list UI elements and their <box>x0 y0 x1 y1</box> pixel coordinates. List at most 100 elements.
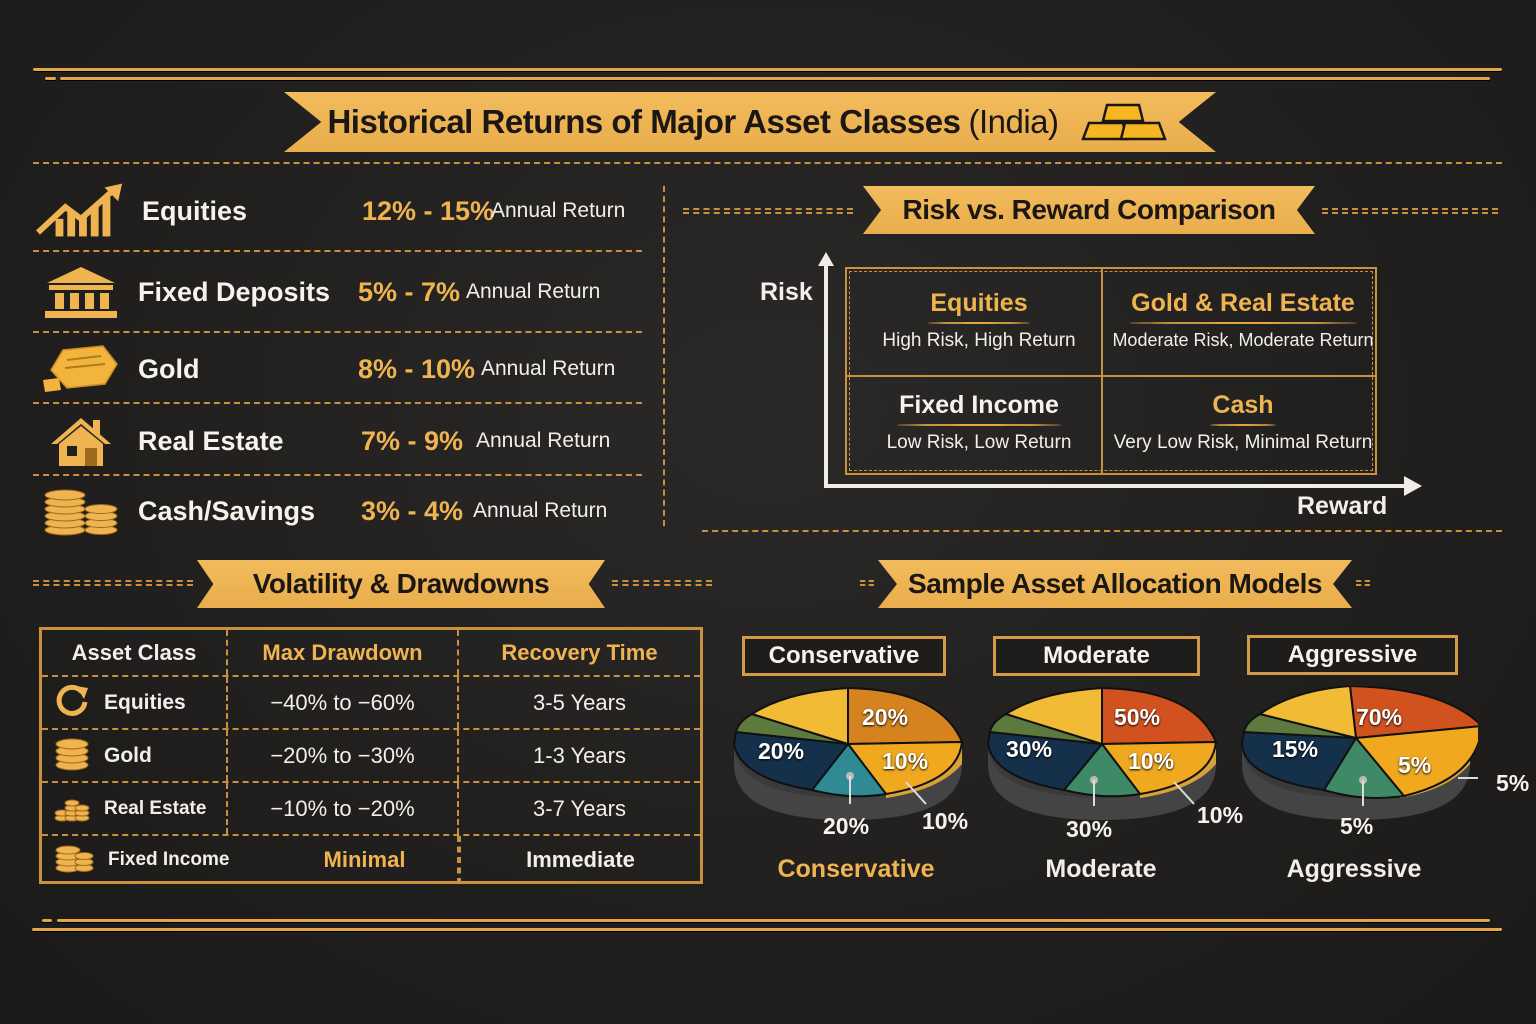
chart-up-icon <box>36 183 126 239</box>
asset-name: Real Estate <box>104 797 207 819</box>
return-row-real-estate: Real Estate 7% - 9% Annual Return <box>36 406 642 476</box>
return-range: 3% - 4% <box>361 495 464 526</box>
ribbon-deco-left <box>860 580 874 586</box>
asset-cell: Equities <box>42 677 228 728</box>
asset-name: Fixed Income <box>108 849 230 870</box>
recovery-cell: Immediate <box>459 836 700 884</box>
gold-bar-icon <box>36 341 126 397</box>
column-divider <box>663 186 665 526</box>
table-row: Fixed Income Minimal Immediate <box>42 836 700 884</box>
bottom-border-line-2 <box>32 928 1502 931</box>
bottom-border-dash <box>42 919 52 922</box>
top-border-dash <box>45 77 56 80</box>
return-range: 5% - 7% <box>358 276 461 307</box>
return-asset-name: Cash/Savings <box>138 495 316 526</box>
risk-reward-banner: Risk vs. Reward Comparison <box>863 186 1315 234</box>
cell-title: Gold & Real Estate <box>1125 289 1361 324</box>
return-label: Annual Return <box>481 357 616 380</box>
x-axis-label: Reward <box>1297 492 1388 520</box>
slice-label: 70% <box>1356 704 1403 730</box>
model-label-box: Aggressive <box>1247 635 1458 675</box>
model-caption: Moderate <box>1045 855 1157 883</box>
coin-stacks-icon <box>54 788 90 830</box>
model-caption: Aggressive <box>1286 855 1422 883</box>
return-row-equities: Equities 12% - 15% Annual Return <box>36 176 642 246</box>
volatility-title: Volatility & Drawdowns <box>252 568 550 599</box>
matrix-cell-fixed-income: Fixed Income Low Risk, Low Return <box>847 371 1111 473</box>
row-divider <box>33 331 642 333</box>
asset-cell: Gold <box>42 730 228 781</box>
return-range: 12% - 15% <box>362 195 495 226</box>
return-row-cash-savings: Cash/Savings 3% - 4% Annual Return <box>36 476 642 546</box>
asset-cell: Real Estate <box>42 783 228 834</box>
table-row: Gold −20% to −30% 1-3 Years <box>42 730 700 783</box>
top-border-line-2 <box>60 77 1490 80</box>
return-asset-name: Fixed Deposits <box>138 276 331 307</box>
slice-label: 20% <box>862 704 909 730</box>
allocation-title: Sample Asset Allocation Models <box>908 568 1322 599</box>
slice-label: 10% <box>1128 748 1175 774</box>
y-axis-label: Risk <box>760 278 813 306</box>
asset-name: Equities <box>104 690 186 714</box>
header-asset-class: Asset Class <box>42 630 228 675</box>
coins-icon <box>36 483 126 539</box>
recovery-cell: 3-5 Years <box>533 689 626 715</box>
header-recovery-time: Recovery Time <box>501 639 658 665</box>
title-separator <box>33 162 1502 164</box>
x-axis-arrow <box>1404 476 1422 496</box>
model-label-box: Conservative <box>742 636 946 676</box>
pie-chart-moderate: 50% 10% 30% <box>984 686 1224 856</box>
model-label-box: Moderate <box>993 636 1200 676</box>
drawdown-cell: −10% to −20% <box>228 783 459 834</box>
matrix-divider-h <box>847 375 1375 377</box>
return-asset-name: Real Estate <box>138 425 284 456</box>
header-max-drawdown: Max Drawdown <box>228 630 459 675</box>
recovery-cell: 1-3 Years <box>533 742 626 768</box>
header-label: Asset Class <box>71 639 197 665</box>
page-title: Historical Returns of Major Asset Classe… <box>327 103 961 140</box>
section-separator-right <box>702 530 1502 532</box>
matrix-cell-equities: Equities High Risk, High Return <box>847 269 1111 371</box>
slice-label: 50% <box>1114 704 1161 730</box>
gold-bars-icon <box>1077 101 1173 143</box>
pie-chart-conservative: 20% 10% 20% <box>730 686 970 856</box>
ribbon-deco-left <box>683 208 853 214</box>
volatility-banner: Volatility & Drawdowns <box>197 560 605 608</box>
model-caption: Conservative <box>777 855 935 883</box>
risk-reward-title: Risk vs. Reward Comparison <box>902 194 1276 225</box>
title-banner: Historical Returns of Major Asset Classe… <box>284 92 1216 152</box>
return-row-fixed-deposits: Fixed Deposits 5% - 7% Annual Return <box>36 257 642 327</box>
return-asset-name: Equities <box>142 195 248 226</box>
cell-title: Equities <box>924 289 1033 324</box>
return-label: Annual Return <box>466 280 601 303</box>
return-label: Annual Return <box>473 499 608 522</box>
drawdown-table: Asset Class Max Drawdown Recovery Time E… <box>39 627 703 884</box>
slice-label-bottom: 20% <box>823 813 870 839</box>
return-range: 8% - 10% <box>358 353 476 384</box>
cycle-arrow-icon <box>54 682 90 724</box>
x-axis <box>824 484 1410 488</box>
bank-icon <box>36 264 126 320</box>
slice-label-external: 10% <box>922 808 969 834</box>
cell-title: Fixed Income <box>893 391 1065 426</box>
slice-label-external: 10% <box>1197 802 1244 828</box>
cell-title: Cash <box>1206 391 1279 426</box>
recovery-cell: 3-7 Years <box>533 795 626 821</box>
slice-label: 15% <box>1272 736 1319 762</box>
gold-stack-icon <box>54 735 90 777</box>
matrix-cell-gold-real-estate: Gold & Real Estate Moderate Risk, Modera… <box>1111 269 1375 371</box>
ribbon-deco-left <box>33 580 193 586</box>
cell-desc: Low Risk, Low Return <box>886 431 1072 453</box>
matrix-divider-v <box>1101 269 1103 473</box>
slice-label: 10% <box>882 748 929 774</box>
drawdown-cell: Minimal <box>272 836 459 884</box>
table-row: Real Estate −10% to −20% 3-7 Years <box>42 783 700 836</box>
ribbon-deco-right <box>1322 208 1498 214</box>
top-border-line <box>33 68 1502 71</box>
allocation-banner: Sample Asset Allocation Models <box>878 560 1352 608</box>
row-divider <box>33 402 642 404</box>
slice-label: 30% <box>1006 736 1053 762</box>
cell-desc: Moderate Risk, Moderate Return <box>1112 330 1374 350</box>
row-divider <box>33 474 642 476</box>
pie-chart-aggressive: 70% 5% 15% <box>1238 684 1496 856</box>
